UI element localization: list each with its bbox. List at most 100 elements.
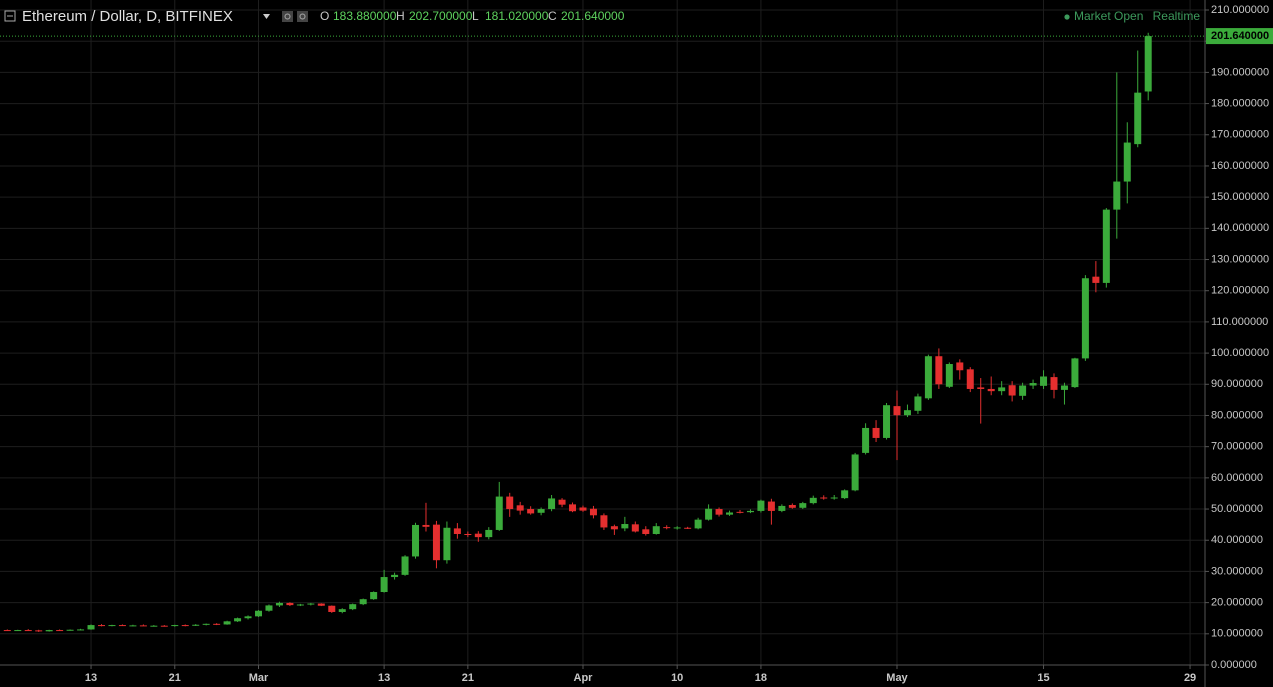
ohlc-key: L bbox=[472, 9, 479, 23]
candle-body bbox=[642, 529, 650, 534]
market-status: Market Open bbox=[1074, 9, 1143, 23]
candle-body bbox=[987, 388, 995, 392]
candle-body bbox=[537, 509, 545, 513]
candle-body bbox=[1029, 383, 1037, 386]
x-tick-label: 18 bbox=[755, 672, 767, 684]
gear-icon[interactable] bbox=[297, 11, 308, 22]
y-tick-label: 170.000000 bbox=[1211, 129, 1269, 141]
candle-body bbox=[255, 610, 263, 617]
candle-body bbox=[788, 504, 796, 508]
y-tick-label: 120.000000 bbox=[1211, 285, 1269, 297]
last-price-box bbox=[1206, 28, 1273, 45]
settings-icon-glyph bbox=[284, 13, 291, 20]
y-tick-label: 70.000000 bbox=[1211, 441, 1263, 453]
candle-body bbox=[244, 616, 252, 619]
candle-body bbox=[663, 527, 671, 529]
x-tick-label: 21 bbox=[462, 672, 474, 684]
x-tick-label: 21 bbox=[169, 672, 181, 684]
y-tick-label: 100.000000 bbox=[1211, 347, 1269, 359]
candle-body bbox=[359, 599, 367, 605]
y-tick-label: 20.000000 bbox=[1211, 597, 1263, 609]
candle-body bbox=[610, 526, 618, 530]
candle-body bbox=[726, 512, 734, 515]
candle-body bbox=[432, 524, 440, 561]
y-tick-label: 50.000000 bbox=[1211, 503, 1263, 515]
candle-body bbox=[35, 630, 43, 632]
settings-icon[interactable] bbox=[282, 11, 293, 22]
last-price-label: 201.640000 bbox=[1211, 30, 1269, 42]
candle-body bbox=[1050, 377, 1058, 390]
candle-body bbox=[171, 625, 179, 627]
candle-body bbox=[443, 527, 451, 561]
x-tick-label: Apr bbox=[574, 672, 594, 684]
candle-body bbox=[317, 603, 325, 606]
candle-body bbox=[1081, 278, 1089, 359]
candle-body bbox=[966, 369, 974, 389]
y-tick-label: 10.000000 bbox=[1211, 628, 1263, 640]
candle-body bbox=[286, 602, 294, 606]
y-tick-label: 30.000000 bbox=[1211, 565, 1263, 577]
y-tick-label: 40.000000 bbox=[1211, 534, 1263, 546]
candle-body bbox=[66, 629, 74, 631]
ohlc-value: 181.020000 bbox=[485, 9, 549, 23]
candle-body bbox=[213, 623, 221, 625]
y-tick-label: 80.000000 bbox=[1211, 409, 1263, 421]
ohlc-value: 183.880000 bbox=[333, 9, 397, 23]
candle-body bbox=[1123, 142, 1131, 182]
candle-body bbox=[883, 405, 891, 438]
candle-body bbox=[296, 604, 304, 606]
ohlc-key: C bbox=[548, 9, 557, 23]
header: Ethereum / Dollar, D, BITFINEX Market Op… bbox=[4, 8, 1200, 25]
candle-body bbox=[77, 629, 85, 631]
candle-body bbox=[600, 515, 608, 528]
candle-body bbox=[872, 427, 880, 438]
candle-body bbox=[516, 505, 524, 511]
candle-body bbox=[799, 503, 807, 508]
symbol-dropdown[interactable] bbox=[263, 14, 270, 19]
candle-body bbox=[108, 625, 116, 627]
candle-body bbox=[401, 556, 409, 575]
candle-body bbox=[1040, 376, 1048, 386]
candle-body bbox=[924, 356, 932, 399]
candle-body bbox=[621, 524, 629, 529]
candle-body bbox=[139, 625, 147, 627]
y-tick-label: 110.000000 bbox=[1211, 316, 1268, 328]
candle-body bbox=[3, 630, 11, 632]
candle-body bbox=[548, 498, 556, 510]
candle-body bbox=[903, 410, 911, 416]
candle-body bbox=[338, 609, 346, 612]
candle-body bbox=[328, 605, 336, 612]
ohlc-key: O bbox=[320, 9, 329, 23]
candle-body bbox=[160, 625, 168, 627]
y-tick-label: 160.000000 bbox=[1211, 160, 1269, 172]
y-tick-label: 190.000000 bbox=[1211, 66, 1269, 78]
candle-body bbox=[181, 625, 189, 627]
x-tick-label: 29 bbox=[1184, 672, 1196, 684]
candle-body bbox=[56, 630, 64, 632]
candle-body bbox=[956, 362, 964, 371]
candles bbox=[3, 32, 1152, 632]
y-tick-label: 0.000000 bbox=[1211, 659, 1257, 671]
candle-body bbox=[569, 504, 577, 512]
ohlc-value: 202.700000 bbox=[409, 9, 473, 23]
candle-body bbox=[589, 508, 597, 516]
candle-body bbox=[705, 508, 713, 520]
ohlc-key: H bbox=[396, 9, 405, 23]
candle-body bbox=[684, 527, 692, 529]
candle-body bbox=[412, 524, 420, 557]
x-tick-label: 13 bbox=[85, 672, 97, 684]
symbol-title[interactable]: Ethereum / Dollar, D, BITFINEX bbox=[22, 8, 233, 25]
candle-body bbox=[265, 605, 273, 611]
candle-body bbox=[129, 625, 137, 627]
candle-body bbox=[527, 509, 535, 514]
candle-body bbox=[673, 527, 681, 529]
candle-body bbox=[736, 511, 744, 513]
collapse-icon[interactable] bbox=[4, 10, 16, 22]
x-tick-label: May bbox=[886, 672, 908, 684]
candle-body bbox=[757, 500, 765, 511]
candle-body bbox=[1060, 385, 1068, 390]
x-tick-label: 15 bbox=[1037, 672, 1049, 684]
candle-body bbox=[862, 427, 870, 453]
candle-body bbox=[391, 574, 399, 578]
